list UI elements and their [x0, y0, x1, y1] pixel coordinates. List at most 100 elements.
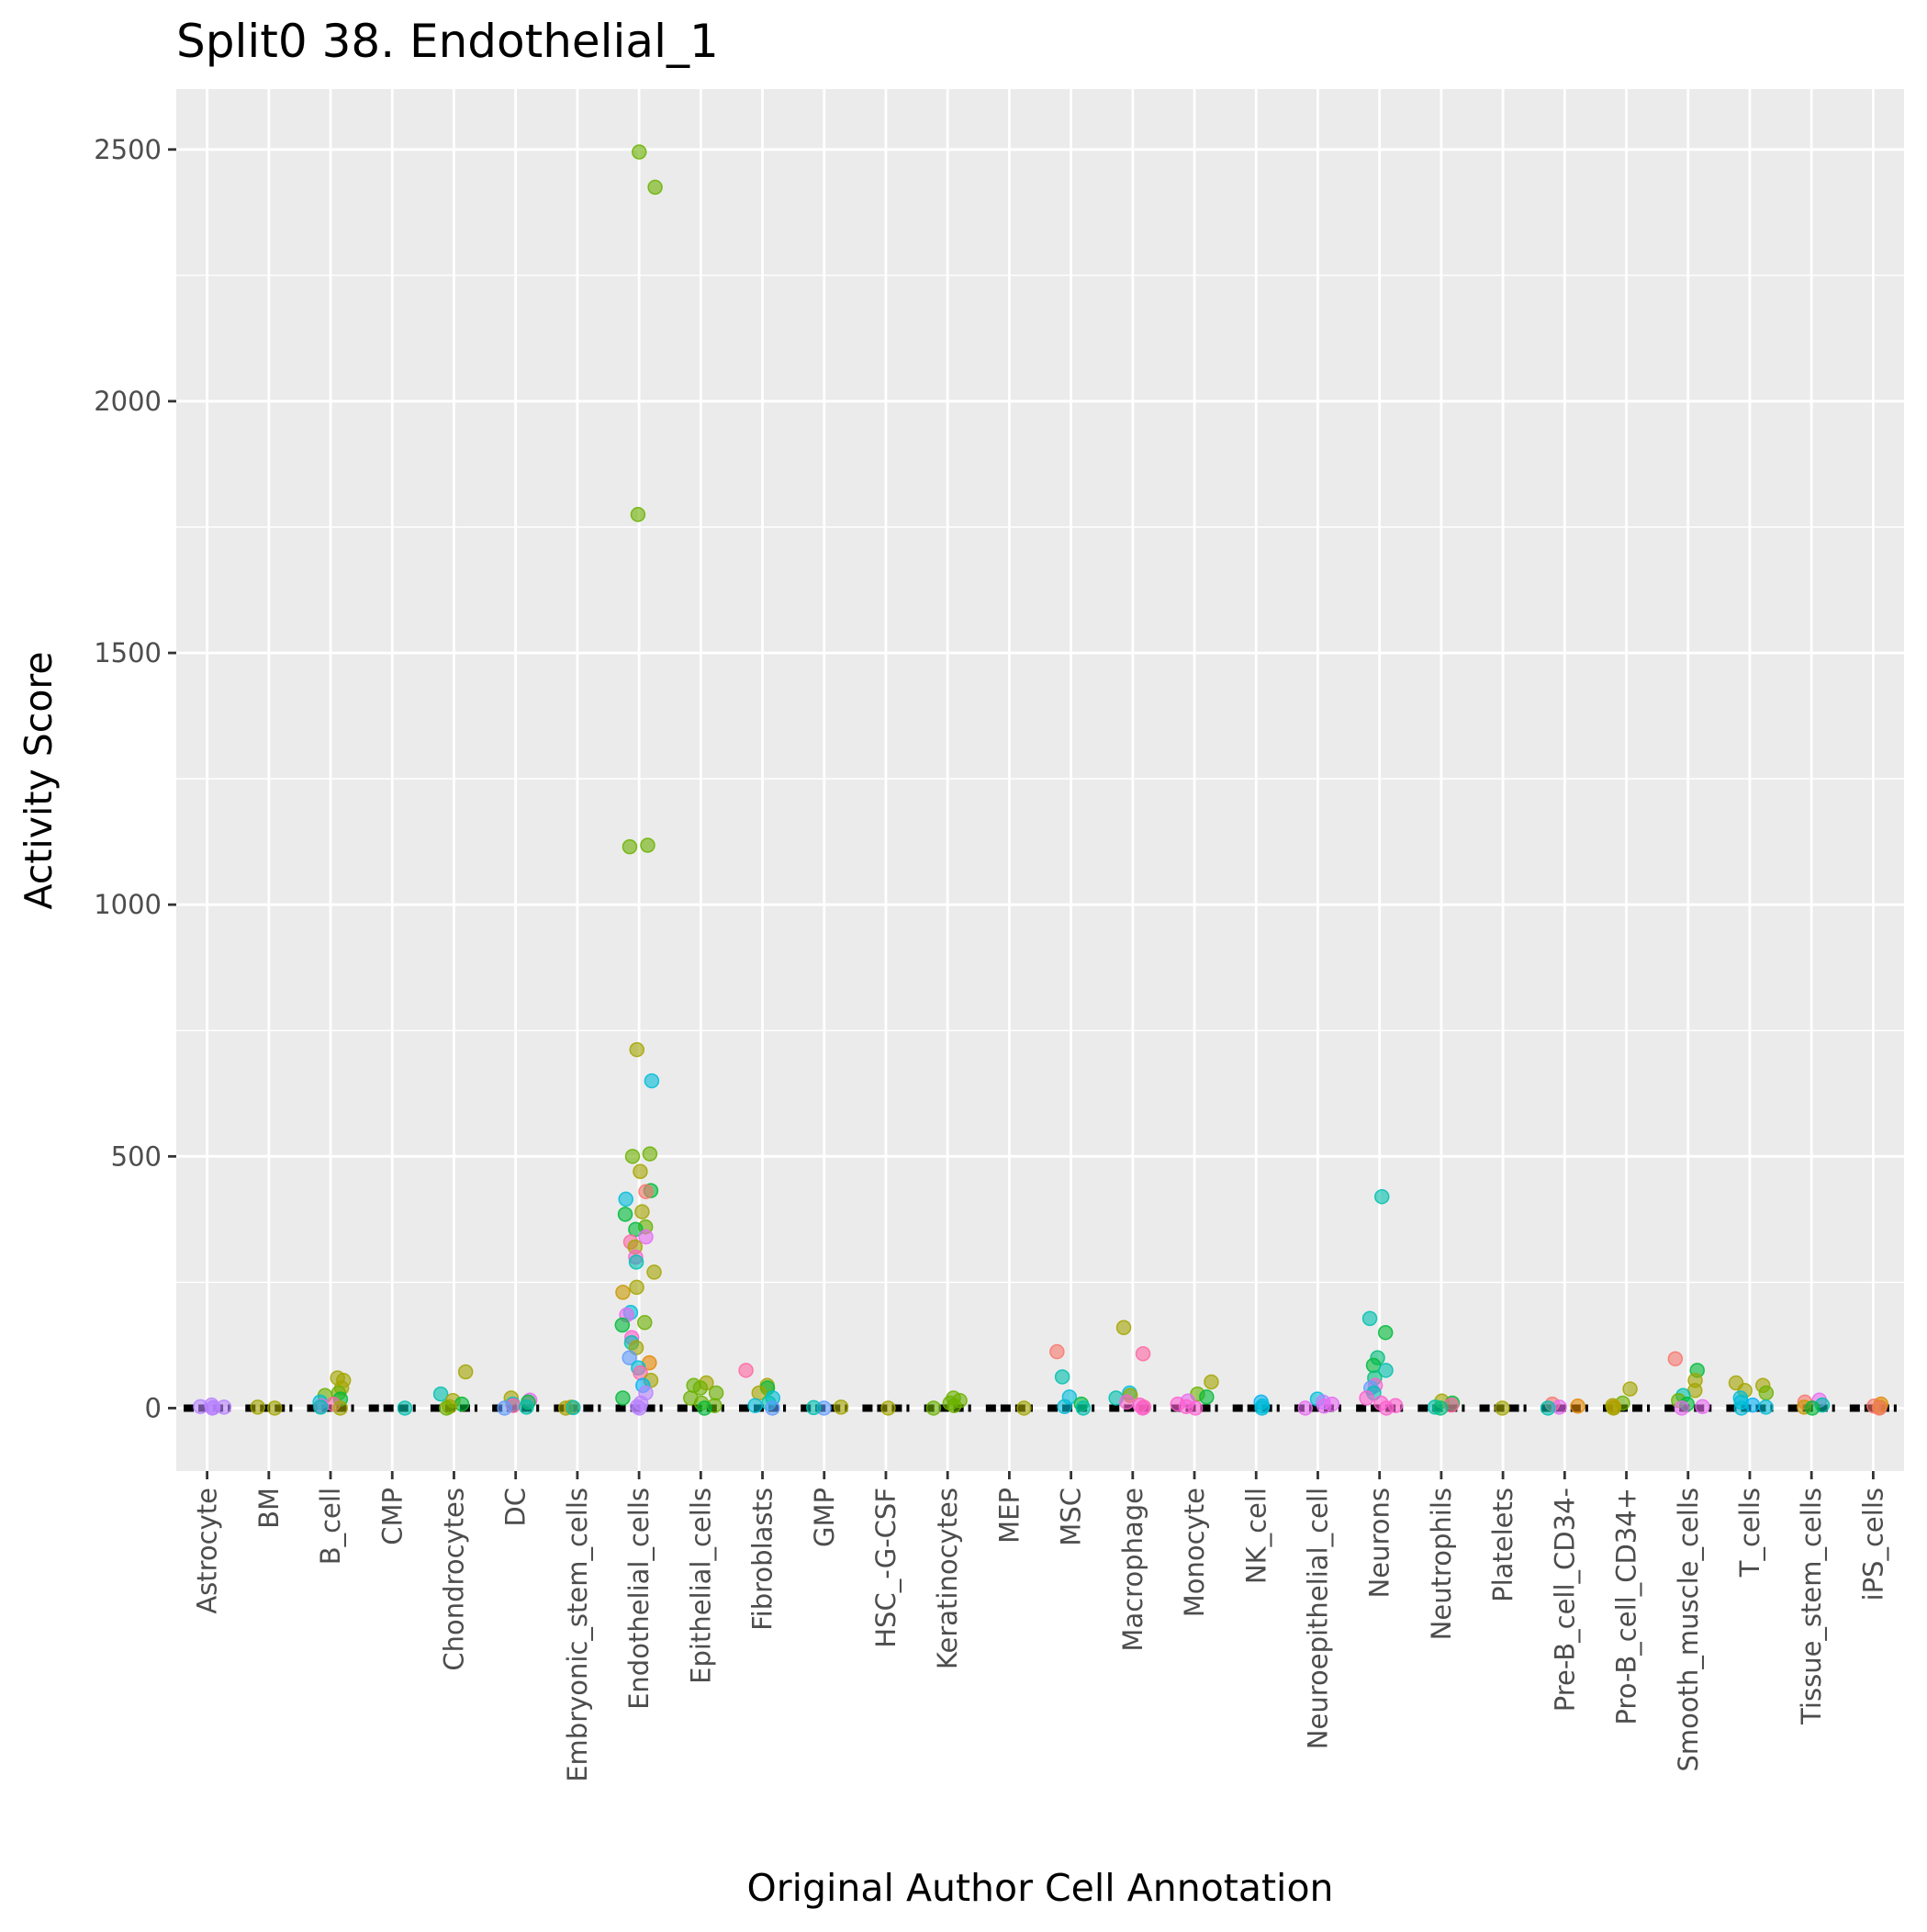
data-point [614, 1317, 631, 1333]
data-point [697, 1400, 712, 1416]
x-tick-label: Pro-B_cell_CD34+ [1611, 1488, 1642, 1725]
data-point [432, 1386, 449, 1402]
data-point [397, 1400, 413, 1416]
x-tick-label: Endothelial_cells [623, 1488, 655, 1710]
data-point [632, 1400, 647, 1416]
x-tick-label: DC [500, 1488, 532, 1527]
data-point [1119, 1394, 1135, 1410]
y-tick-label: 0 [145, 1392, 162, 1423]
data-point [497, 1400, 512, 1416]
data-point [747, 1398, 763, 1413]
data-point [1057, 1398, 1072, 1415]
data-point [439, 1400, 454, 1416]
x-tick-label: Platelets [1487, 1488, 1518, 1602]
data-point [457, 1364, 474, 1380]
data-point [634, 1204, 650, 1219]
data-point [1495, 1400, 1510, 1416]
data-point [1378, 1400, 1395, 1416]
data-point [1115, 1320, 1132, 1335]
x-axis-title: Original Author Cell Annotation [746, 1866, 1333, 1910]
data-point [250, 1399, 265, 1415]
x-tick-label: Neuroepithelial_cell [1302, 1488, 1333, 1749]
data-point [266, 1400, 283, 1416]
data-point [622, 1350, 637, 1365]
data-point [622, 838, 638, 855]
data-point [638, 1184, 654, 1199]
x-tick-label: BM [253, 1488, 285, 1529]
data-point [630, 507, 646, 522]
data-point [618, 1191, 633, 1208]
data-point [1199, 1389, 1215, 1405]
data-point [947, 1398, 962, 1413]
data-point [1135, 1400, 1150, 1416]
x-tick-label: Embryonic_stem_cells [562, 1488, 593, 1782]
x-tick-label: MSC [1056, 1488, 1087, 1546]
data-point [1187, 1400, 1204, 1416]
x-tick-label: Pre-B_cell_CD34- [1549, 1488, 1580, 1712]
x-axis: Astrocyte BM B_cell CMP Chondrocytes DC Embryo… [192, 1471, 1888, 1782]
data-point [738, 1363, 754, 1378]
x-tick-label: Neutrophils [1426, 1488, 1457, 1640]
y-tick-label: 1500 [94, 637, 162, 668]
data-point [205, 1399, 221, 1416]
data-point [1316, 1398, 1332, 1414]
data-point [1297, 1400, 1314, 1416]
x-tick-label: T_cells [1734, 1488, 1765, 1578]
x-tick-label: GMP [809, 1488, 840, 1547]
x-tick-label: Smooth_muscle_cells [1673, 1488, 1704, 1771]
x-tick-label: Neurons [1364, 1488, 1395, 1598]
data-point [1570, 1398, 1585, 1414]
data-point [640, 837, 655, 853]
plot-panel [176, 89, 1904, 1471]
data-point [1254, 1400, 1270, 1416]
data-point [332, 1400, 348, 1416]
data-point [1432, 1400, 1449, 1416]
data-point [1758, 1399, 1774, 1415]
y-tick-label: 2500 [94, 134, 162, 165]
data-point [1054, 1369, 1070, 1385]
data-point [1204, 1374, 1219, 1390]
data-point [1378, 1363, 1394, 1378]
data-point [1622, 1381, 1638, 1397]
data-point [1758, 1385, 1775, 1401]
data-point [624, 1149, 641, 1164]
data-point [454, 1396, 470, 1412]
data-point [1733, 1400, 1750, 1416]
data-point [617, 1207, 633, 1222]
data-point [1049, 1343, 1065, 1360]
y-axis: 0 500 1000 1500 2000 2500 [94, 134, 176, 1423]
data-point [638, 1229, 654, 1245]
data-point [806, 1399, 822, 1416]
x-tick-label: Epithelial_cells [685, 1488, 716, 1684]
data-point [629, 1041, 644, 1058]
y-tick-label: 500 [111, 1140, 162, 1172]
data-point [1359, 1390, 1374, 1406]
data-point [642, 1146, 658, 1162]
data-point [1871, 1400, 1888, 1416]
x-tick-label: NK_cell [1240, 1488, 1272, 1584]
y-axis-title: Activity Score [17, 651, 61, 909]
data-point [925, 1400, 942, 1416]
data-point [692, 1380, 709, 1396]
data-point [1374, 1188, 1390, 1205]
x-tick-label: MEP [993, 1488, 1025, 1544]
data-point [632, 144, 647, 160]
x-tick-label: iPS_cells [1857, 1488, 1888, 1601]
x-tick-label: Tissue_stem_cells [1796, 1488, 1827, 1725]
data-point [615, 1390, 631, 1406]
data-point [1804, 1400, 1821, 1416]
data-point [1377, 1324, 1394, 1341]
data-point [765, 1400, 780, 1416]
chart-title: Split0 38. Endothelial_1 [176, 15, 719, 68]
data-point [519, 1399, 534, 1415]
data-points [193, 144, 1889, 1416]
data-point [1135, 1346, 1151, 1362]
data-point [628, 1254, 644, 1270]
x-tick-label: Macrophage [1117, 1488, 1148, 1652]
y-tick-label: 1000 [94, 889, 162, 920]
x-tick-label: Fibroblasts [747, 1488, 779, 1631]
data-point [1606, 1400, 1621, 1416]
x-tick-label: Keratinocytes [932, 1488, 963, 1669]
